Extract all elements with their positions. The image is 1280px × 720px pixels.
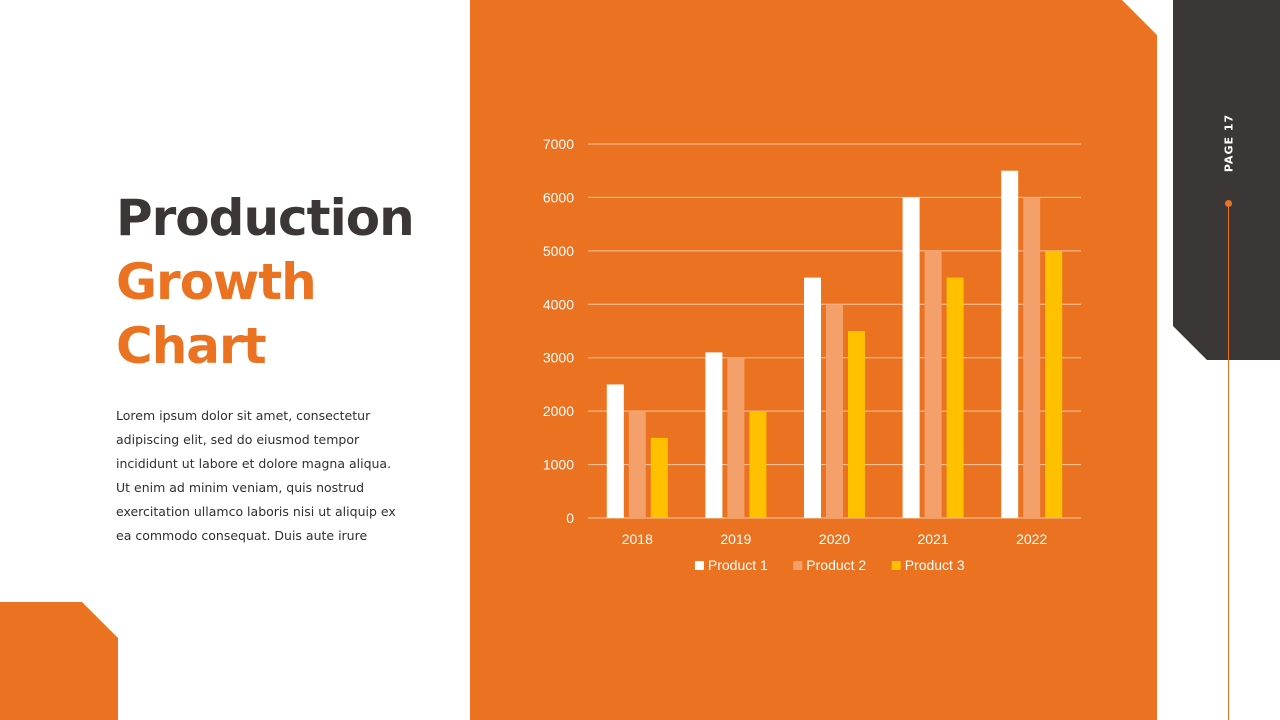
bar [902,197,920,518]
bar [1001,170,1019,518]
y-tick-label: 0 [566,510,574,526]
slide-title: Production Growth Chart [116,186,415,378]
legend-swatch [694,561,704,570]
bar [650,437,668,518]
title-line-2: Growth [116,253,317,311]
bar [1023,197,1041,518]
legend-swatch [891,561,901,570]
description-text: Lorem ipsum dolor sit amet, consectetur … [116,408,396,543]
x-tick-label: 2022 [1016,531,1047,547]
title-line-1: Production [116,189,415,247]
legend-label: Product 1 [708,557,768,573]
y-tick-label: 5000 [543,243,574,259]
bar [628,411,646,518]
bar [606,384,624,518]
y-tick-label: 1000 [543,457,574,473]
x-tick-label: 2019 [720,531,751,547]
page-marker-line [1228,207,1229,720]
corner-decoration [0,602,118,720]
bar [826,304,843,518]
legend-swatch [793,561,803,570]
x-tick-label: 2018 [622,531,653,547]
bar [848,331,865,518]
bar-chart: 0 1000 2000 3000 4000 5000 6000 7000 2018 2019 202… [543,136,1081,573]
y-tick-label: 2000 [543,403,574,419]
legend-label: Product 2 [806,557,866,573]
bar [1045,250,1063,518]
bar [705,352,723,518]
x-tick-label: 2021 [918,531,949,547]
bar [727,357,745,518]
bar [749,411,767,518]
page-marker-dot [1225,200,1232,207]
y-tick-label: 6000 [543,189,574,205]
bar [924,250,942,518]
page-tab [1173,0,1280,360]
y-tick-label: 7000 [543,136,574,152]
page-number-label: PAGE 17 [1222,113,1236,173]
chart-panel: 0 1000 2000 3000 4000 5000 6000 7000 2018 2019 202… [470,0,1157,720]
title-line-3: Chart [116,317,267,375]
y-tick-label: 4000 [543,296,574,312]
bar [946,277,964,518]
bar [804,277,821,518]
legend-label: Product 3 [905,557,965,573]
y-tick-label: 3000 [543,350,574,366]
x-tick-label: 2020 [819,531,850,547]
